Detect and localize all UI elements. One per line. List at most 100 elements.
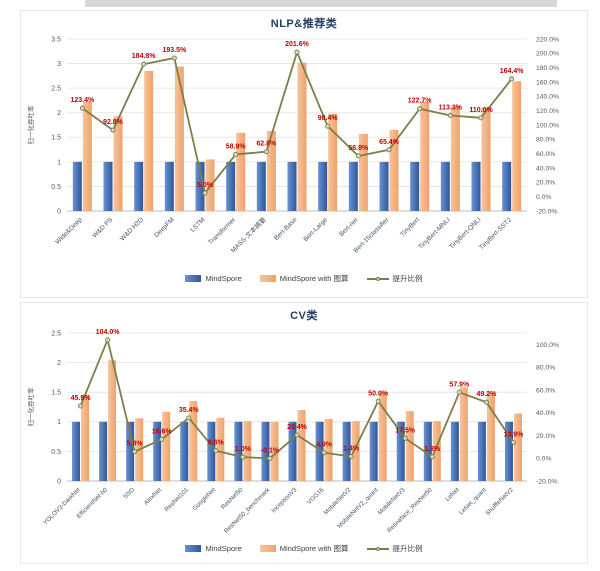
bar-mindspore — [207, 421, 216, 481]
x-axis-category-label: AlexNet — [143, 486, 163, 506]
improvement-data-label: 50.0% — [368, 390, 389, 397]
improvement-data-label: 193.5% — [162, 47, 187, 54]
bar-mindspore-with-graph — [113, 116, 123, 211]
with-graph-swatch — [259, 544, 276, 552]
line-marker — [141, 61, 147, 67]
improvement-data-label: 62.8% — [256, 141, 277, 148]
right-axis-tick-label: 40.0% — [536, 165, 555, 172]
line-marker — [240, 454, 246, 460]
legend-item-with-graph: MindSpore with 图算 — [259, 543, 349, 554]
legend-item-mindspore: MindSpore — [185, 544, 242, 553]
mindspore-swatch — [185, 274, 202, 282]
improvement-data-label: 201.6% — [285, 41, 310, 48]
improvement-data-label: 35.4% — [179, 407, 200, 414]
right-axis-tick-label: -20.0% — [536, 478, 558, 485]
line-marker — [355, 153, 361, 159]
line-marker — [429, 454, 435, 460]
right-axis-tick-label: 100.0% — [536, 342, 559, 349]
x-axis-category-label: ResNet50_benchmark — [223, 486, 272, 535]
bar-mindspore — [315, 421, 324, 481]
bar-mindspore-with-graph — [486, 392, 495, 481]
line-marker — [132, 449, 138, 455]
bar-mindspore — [477, 421, 486, 481]
bar-mindspore — [504, 421, 513, 481]
line-marker — [348, 454, 354, 460]
improvement-data-label: 164.4% — [500, 68, 525, 75]
line-marker — [325, 123, 331, 129]
right-axis-tick-label: 140.0% — [536, 94, 559, 101]
legend-label-ratio: 提升比例 — [392, 543, 423, 553]
bar-mindspore-with-graph — [513, 413, 522, 481]
bar-mindspore-with-graph — [297, 62, 307, 212]
x-axis-category-label: Bert-Large — [302, 216, 329, 243]
left-axis-tick-label: 3.5 — [51, 36, 61, 43]
line-marker — [202, 190, 208, 196]
improvement-data-label: 57.9% — [449, 381, 470, 388]
improvement-data-label: 122.7% — [408, 98, 433, 105]
left-axis-tick-label: 2 — [57, 360, 61, 367]
line-marker — [456, 389, 462, 395]
legend-item-mindspore: MindSpore — [185, 274, 242, 283]
right-axis-tick-label: 0.0% — [536, 456, 552, 463]
left-axis-tick-label: 1 — [57, 419, 61, 426]
line-marker — [321, 450, 327, 456]
bar-mindspore — [396, 421, 405, 481]
cv-chart: 0 0.5 1 1.5 2 2.5 -20.0% 0.0% 20.0% 40.0% 60.0% 80.… — [26, 329, 559, 535]
line-marker — [510, 439, 517, 445]
bar-mindspore — [153, 421, 162, 481]
improvement-data-label: 5.8% — [127, 441, 144, 448]
right-axis-tick-label: 100.0% — [536, 122, 559, 129]
bar-mindspore — [318, 161, 328, 211]
nlp-chart-panel: NLP&推荐类 0 0.5 1 1.5 2 2.5 3 3.5 -20.0% 0.0% 20.0% 4… — [20, 10, 588, 298]
bar-mindspore-with-graph — [236, 132, 246, 211]
bar-mindspore-with-graph — [481, 107, 491, 211]
cv-chart-panel: CV类 0 0.5 1 1.5 2 2.5 -20.0% 0.0% 20.0% 40.0% 60.0… — [20, 302, 588, 564]
line-marker — [294, 432, 300, 438]
x-axis-category-label: LeNet — [444, 486, 461, 503]
improvement-data-label: -0.1% — [261, 447, 280, 454]
x-axis-category-label: TinyBert-MNLI — [417, 216, 452, 251]
bar-mindspore — [410, 161, 420, 211]
line-marker — [186, 415, 192, 421]
improvement-data-label: 13.9% — [504, 431, 525, 438]
x-axis-category-label: TinyBert-QNLI — [448, 216, 482, 250]
cv-chart-title: CV类 — [290, 310, 318, 322]
right-axis-tick-label: 180.0% — [536, 65, 559, 72]
bar-mindspore-with-graph — [266, 130, 276, 211]
legend-item-ratio: 提升比例 — [366, 273, 423, 284]
left-axis-tick-label: 0 — [57, 478, 61, 485]
ratio-line-swatch — [366, 276, 389, 281]
improvement-data-label: 56.8% — [348, 145, 369, 152]
line-marker — [159, 436, 165, 442]
x-axis-category-label: TinyBert-SST2 — [478, 216, 513, 251]
bar-mindspore — [288, 421, 297, 481]
right-axis-tick-label: 60.0% — [536, 151, 555, 158]
right-axis-tick-label: 20.0% — [536, 433, 555, 440]
line-marker — [79, 105, 85, 111]
bar-mindspore-with-graph — [512, 81, 522, 212]
improvement-data-label: 123.4% — [70, 97, 95, 104]
y-axis-title: 归一化吞吐率 — [26, 105, 35, 145]
bar-mindspore-with-graph — [405, 411, 414, 481]
left-axis-tick-label: 2 — [57, 110, 61, 117]
line-marker — [509, 76, 515, 82]
bar-mindspore — [126, 421, 135, 481]
bar-mindspore — [502, 161, 512, 211]
x-axis-category-label: DeepFM — [153, 216, 176, 239]
line-marker — [77, 403, 84, 409]
improvement-data-label: 104.0% — [96, 329, 121, 336]
bar-mindspore-with-graph — [324, 418, 333, 481]
left-axis-tick-label: 0 — [57, 208, 61, 215]
x-axis-category-label: GoogleNet — [191, 486, 217, 512]
bar-mindspore — [103, 161, 113, 211]
right-axis-tick-label: 0.0% — [536, 194, 552, 201]
line-marker — [478, 115, 484, 121]
bar-mindspore — [226, 161, 236, 211]
right-axis-tick-label: 80.0% — [536, 365, 555, 372]
improvement-data-label: 98.4% — [318, 115, 339, 122]
x-axis-category-label: ResNet101 — [163, 486, 190, 513]
top-strip — [85, 0, 557, 7]
bar-mindspore — [72, 421, 81, 481]
line-marker — [402, 435, 408, 441]
x-axis-category-label: ResNet50 — [220, 486, 245, 511]
